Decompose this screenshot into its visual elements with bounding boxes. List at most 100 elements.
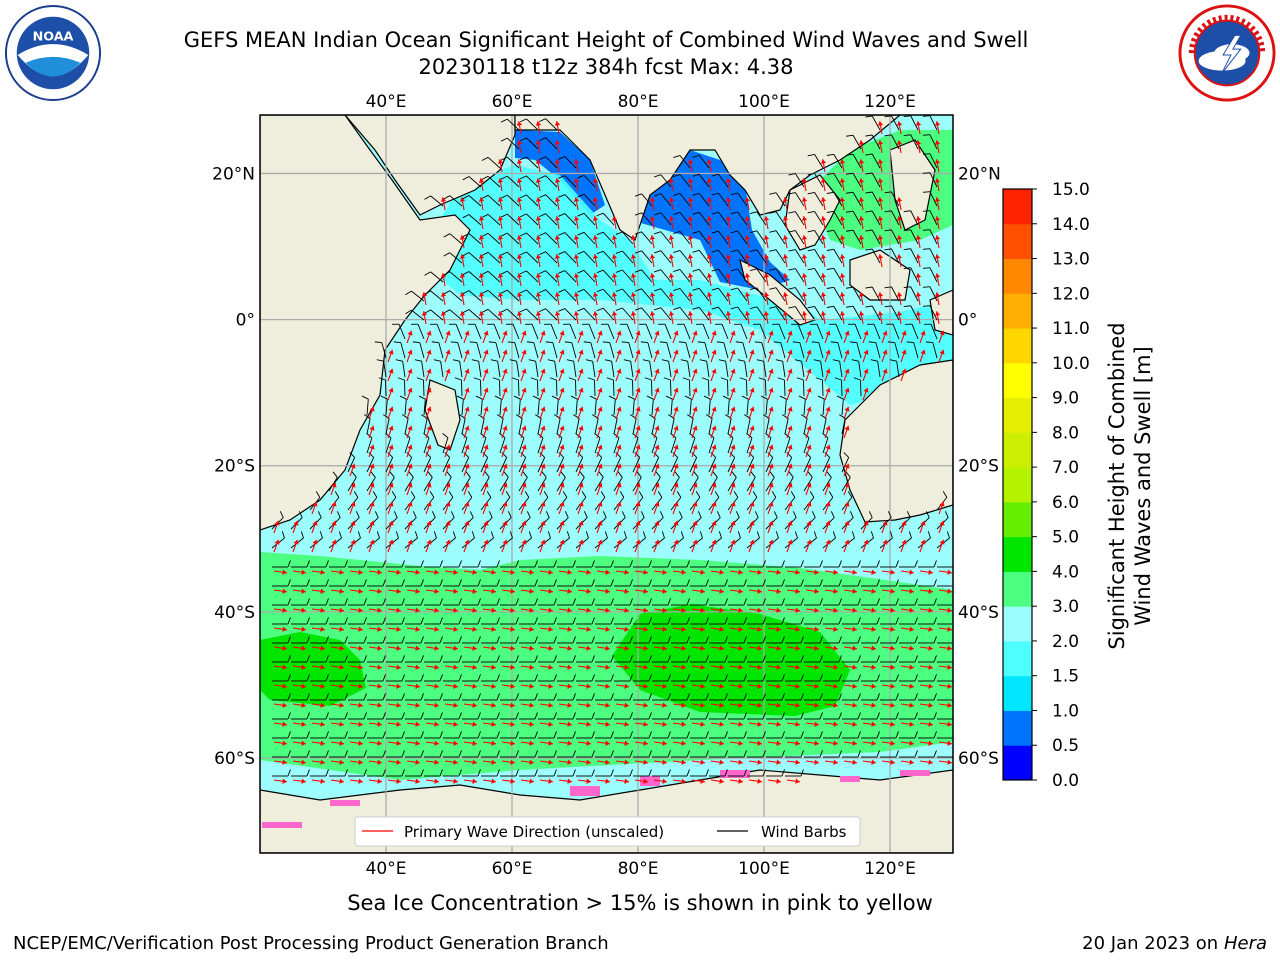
wind-barb (756, 306, 767, 321)
wave-arrow-head (738, 607, 743, 613)
wave-arrow-head (890, 664, 895, 670)
wave-arrow-head (478, 273, 485, 278)
wind-barb-flag (604, 359, 612, 362)
wind-barb-flag (500, 175, 508, 180)
wind-barb-flag (762, 655, 766, 663)
wave-arrow-head (787, 406, 793, 412)
wave-arrow-head (738, 645, 743, 651)
wave-arrow-head (540, 482, 546, 488)
wave-arrow-head (806, 520, 812, 526)
wave-arrow-head (643, 740, 648, 746)
wind-barb (718, 306, 729, 321)
wave-arrow-head (540, 406, 546, 412)
wind-barb (871, 172, 881, 188)
wave-arrow-head (472, 607, 477, 613)
wave-arrow-head (668, 273, 675, 278)
wave-arrow-head (320, 664, 325, 670)
wind-barb (583, 308, 596, 321)
wave-arrow-head (407, 368, 413, 374)
wind-barb-flag (699, 359, 707, 362)
wind-barb-flag (846, 153, 854, 156)
wind-barb-flag (458, 693, 462, 701)
wind-barb-flag (895, 636, 899, 644)
wave-arrow-head (882, 539, 888, 545)
wave-arrow-head (377, 683, 382, 689)
wave-arrow-head (415, 664, 420, 670)
wind-barb (430, 195, 444, 207)
wave-arrow-head (592, 235, 599, 240)
wind-barb-flag (458, 769, 462, 777)
wind-barb-flag (743, 769, 747, 777)
wind-barb-flag (344, 598, 348, 606)
wave-arrow-head (901, 368, 907, 374)
wave-arrow-head (820, 197, 827, 202)
wind-barb-flag (591, 617, 595, 625)
wave-arrow-head (939, 349, 945, 355)
wave-arrow-head (801, 254, 808, 259)
wave-arrow-head (643, 702, 648, 708)
wind-barb (679, 212, 691, 226)
wave-arrow-head (681, 759, 686, 765)
wave-arrow-head (763, 311, 770, 316)
wind-barb-flag (711, 211, 719, 215)
wind-barb-flag (615, 231, 623, 235)
wave-arrow-head (882, 349, 888, 355)
wind-barb (929, 210, 938, 226)
wind-barb-flag (414, 531, 418, 539)
wave-arrow-head (597, 387, 603, 393)
wind-barb-flag (496, 731, 500, 739)
wind-barb-flag (353, 491, 359, 498)
wind-barb-flag (846, 286, 854, 289)
wind-barb-flag (553, 731, 557, 739)
wave-arrow-head (890, 569, 895, 575)
wind-barb-flag (661, 531, 665, 539)
wave-arrow-head (350, 463, 356, 469)
wind-barb (493, 323, 501, 340)
wind-barb-flag (826, 191, 834, 194)
wave-arrow-head (757, 721, 762, 727)
wave-arrow-head (896, 254, 903, 259)
wave-arrow-head (388, 444, 394, 450)
wind-barb-flag (741, 395, 749, 400)
wind-barb-flag (667, 769, 671, 777)
wave-arrow-head (624, 740, 629, 746)
wind-barb-flag (673, 155, 681, 159)
wave-arrow-head (573, 216, 580, 221)
wind-barb (708, 477, 718, 492)
wave-arrow-head (624, 778, 629, 784)
wave-arrow-head (521, 501, 527, 507)
wave-arrow-head (820, 235, 827, 240)
lon-tick-bottom: 40°E (366, 859, 407, 879)
wave-arrow-head (687, 292, 694, 297)
wave-arrow-head (453, 683, 458, 689)
wind-barb-flag (933, 560, 937, 568)
wind-barb-flag (781, 750, 785, 758)
wave-arrow-head (611, 254, 618, 259)
wind-barb-flag (501, 452, 508, 458)
wave-arrow-head (472, 664, 477, 670)
wind-barb (746, 477, 756, 492)
wind-barb-flag (496, 769, 500, 777)
wind-barb-flag (822, 433, 829, 439)
wind-barb-flag (610, 579, 614, 587)
wave-arrow-head (863, 330, 869, 336)
wind-barb-flag (644, 377, 652, 381)
wind-barb-flag (553, 674, 557, 682)
wind-barb (775, 268, 786, 283)
wave-arrow-head (521, 482, 527, 488)
wind-barb-flag (344, 712, 348, 720)
wave-arrow-head (692, 444, 698, 450)
wave-arrow-head (928, 664, 933, 670)
wave-arrow-head (939, 520, 945, 526)
wind-barb-flag (443, 290, 450, 295)
wave-arrow-head (890, 721, 895, 727)
wind-barb-flag (648, 655, 652, 663)
wave-arrow-head (928, 683, 933, 689)
wind-barb-flag (496, 693, 500, 701)
wind-barb-flag (868, 341, 876, 344)
wind-barb-flag (519, 175, 527, 180)
wind-barb-flag (876, 731, 880, 739)
wave-arrow-head (782, 273, 789, 278)
wind-barb (487, 251, 501, 264)
